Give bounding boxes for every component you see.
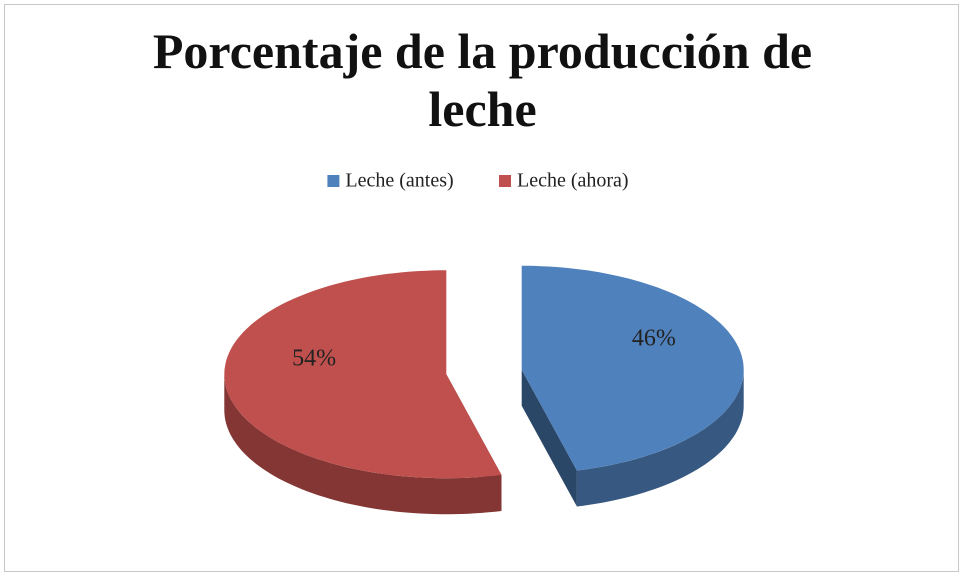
slice: [224, 270, 502, 479]
data-label: 54%: [292, 346, 336, 372]
legend-label: Leche (antes): [345, 170, 453, 192]
legend-label: Leche (ahora): [517, 170, 629, 192]
data-label: 46%: [632, 325, 676, 351]
chart-frame: [4, 4, 959, 572]
slice-side: [224, 374, 502, 515]
slice-side: [576, 369, 744, 507]
legend-swatch: [499, 175, 511, 187]
slice-face: [521, 369, 577, 507]
slice: [521, 265, 744, 471]
legend-swatch: [327, 175, 340, 187]
chart-title: Porcentaje de la producción de leche: [152, 23, 813, 137]
